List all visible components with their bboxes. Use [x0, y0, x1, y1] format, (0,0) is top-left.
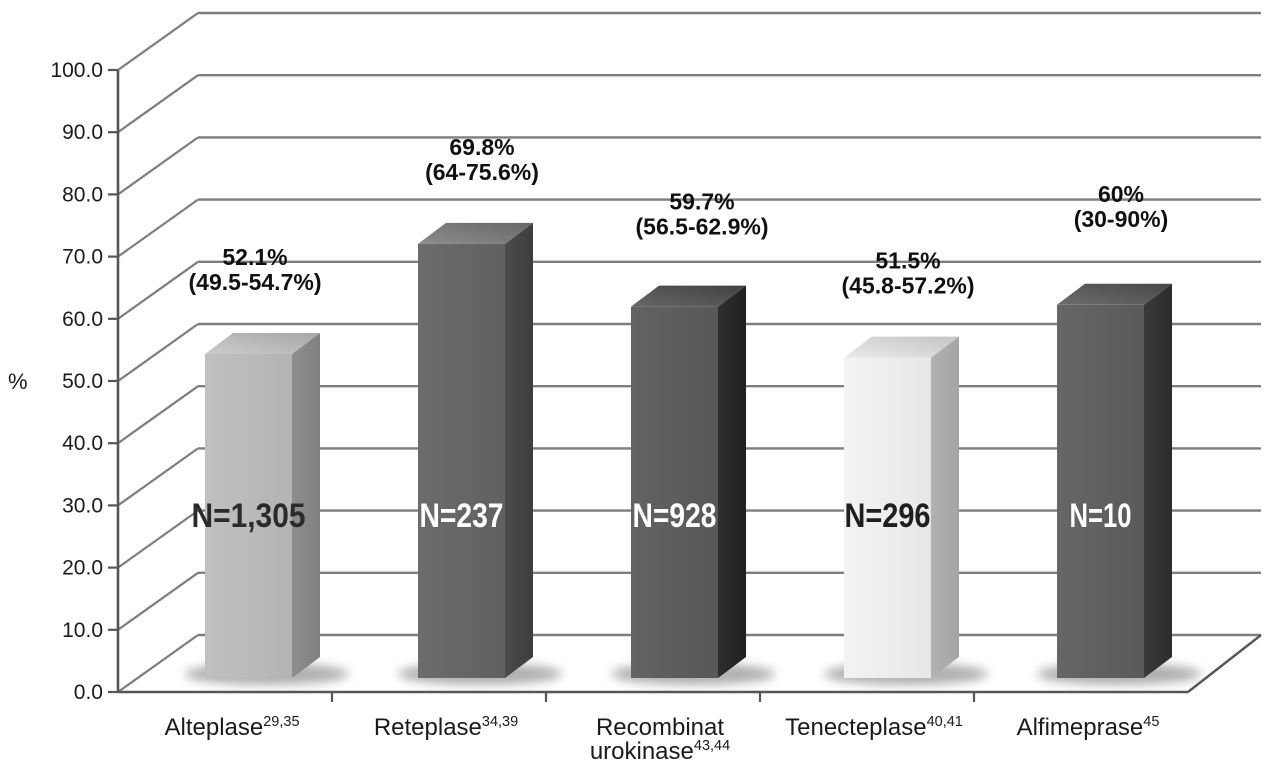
gridline-depth — [117, 136, 199, 196]
bar-top-face — [1057, 283, 1172, 305]
ci-label-tenecteplase: (45.8-57.2%) — [842, 273, 975, 299]
value-label-alteplase: 52.1% — [222, 244, 287, 270]
bar-front-face — [418, 243, 505, 678]
gridline-depth — [117, 571, 199, 631]
n-label-alfimeprase: N=10 — [1070, 497, 1132, 535]
y-tick-label: 60.0 — [62, 308, 103, 331]
bar-alteplase — [205, 332, 320, 678]
x-axis-label-superscript: 43,44 — [694, 738, 730, 754]
gridline-depth — [117, 385, 199, 445]
value-label-recombinat-urokinase: 59.7% — [669, 189, 734, 215]
n-label-alteplase: N=1,305 — [192, 497, 306, 535]
gridline-depth — [117, 260, 199, 320]
bar-side-face — [505, 222, 533, 678]
ci-label-alfimeprase: (30-90%) — [1074, 206, 1169, 232]
bar-front-face — [844, 357, 931, 678]
gridline-depth — [117, 509, 199, 569]
gridline-depth — [117, 198, 199, 258]
x-axis-label-superscript: 34,39 — [482, 714, 518, 730]
y-tick-label: 100.0 — [50, 59, 103, 82]
x-axis-label-superscript: 40,41 — [927, 714, 963, 730]
x-axis-label-superscript: 29,35 — [263, 714, 299, 730]
floor-right-edge — [1187, 634, 1262, 693]
ci-label-reteplase: (64-75.6%) — [425, 159, 539, 185]
bar-top-face — [418, 222, 533, 244]
bar-side-face — [292, 332, 320, 678]
ci-label-alteplase: (49.5-54.7%) — [189, 269, 322, 295]
n-label-recombinat-urokinase: N=928 — [633, 497, 717, 535]
value-label-alfimeprase: 60% — [1098, 181, 1144, 207]
gridline-depth — [117, 323, 199, 382]
axes — [116, 70, 1262, 702]
y-tick-label: 20.0 — [62, 557, 103, 580]
bar-front-face — [631, 306, 718, 678]
bar-side-face — [1144, 283, 1172, 678]
x-axis-label-reteplase: Reteplase34,39 — [374, 714, 518, 741]
y-tick-label: 0.0 — [74, 681, 103, 704]
bar-top-face — [631, 285, 746, 307]
value-label-tenecteplase: 51.5% — [875, 248, 940, 274]
y-tick-label: 50.0 — [62, 370, 103, 393]
ci-label-recombinat-urokinase: (56.5-62.9%) — [636, 214, 769, 240]
bar-front-face — [1057, 304, 1144, 678]
bar-front-face — [205, 353, 292, 678]
y-tick-label: 70.0 — [62, 246, 103, 269]
x-axis-label-alfimeprase: Alfimeprase45 — [1017, 714, 1160, 741]
n-label-reteplase: N=237 — [420, 497, 504, 535]
gridline-depth — [117, 447, 199, 507]
y-tick-label: 40.0 — [62, 432, 103, 455]
y-tick-label: 80.0 — [62, 183, 103, 206]
x-axis-label-alteplase: Alteplase29,35 — [164, 714, 299, 741]
x-axis-label-tenecteplase: Tenecteplase40,41 — [785, 714, 963, 741]
gridline-depth — [117, 74, 199, 134]
gridline-depth — [117, 12, 199, 71]
bar-side-face — [931, 336, 959, 678]
bar-side-face — [718, 285, 746, 678]
bar-recombinat-urokinase — [631, 285, 746, 678]
y-tick-label: 10.0 — [62, 619, 103, 642]
y-tick-label: 90.0 — [62, 121, 103, 144]
bar-top-face — [844, 336, 959, 358]
x-axis-label-recombinat-urokinase: Recombinat urokinase43,44 — [590, 714, 730, 765]
bar-tenecteplase — [844, 336, 959, 678]
bar-reteplase — [418, 222, 533, 678]
x-axis-label-superscript: 45 — [1143, 714, 1159, 730]
n-label-tenecteplase: N=296 — [845, 497, 931, 535]
y-tick-label: 30.0 — [62, 494, 103, 517]
y-axis-unit-label: % — [8, 369, 28, 394]
bar-alfimeprase — [1057, 283, 1172, 678]
value-label-reteplase: 69.8% — [449, 134, 514, 160]
bar-top-face — [205, 332, 320, 354]
gridline-depth — [117, 634, 199, 693]
